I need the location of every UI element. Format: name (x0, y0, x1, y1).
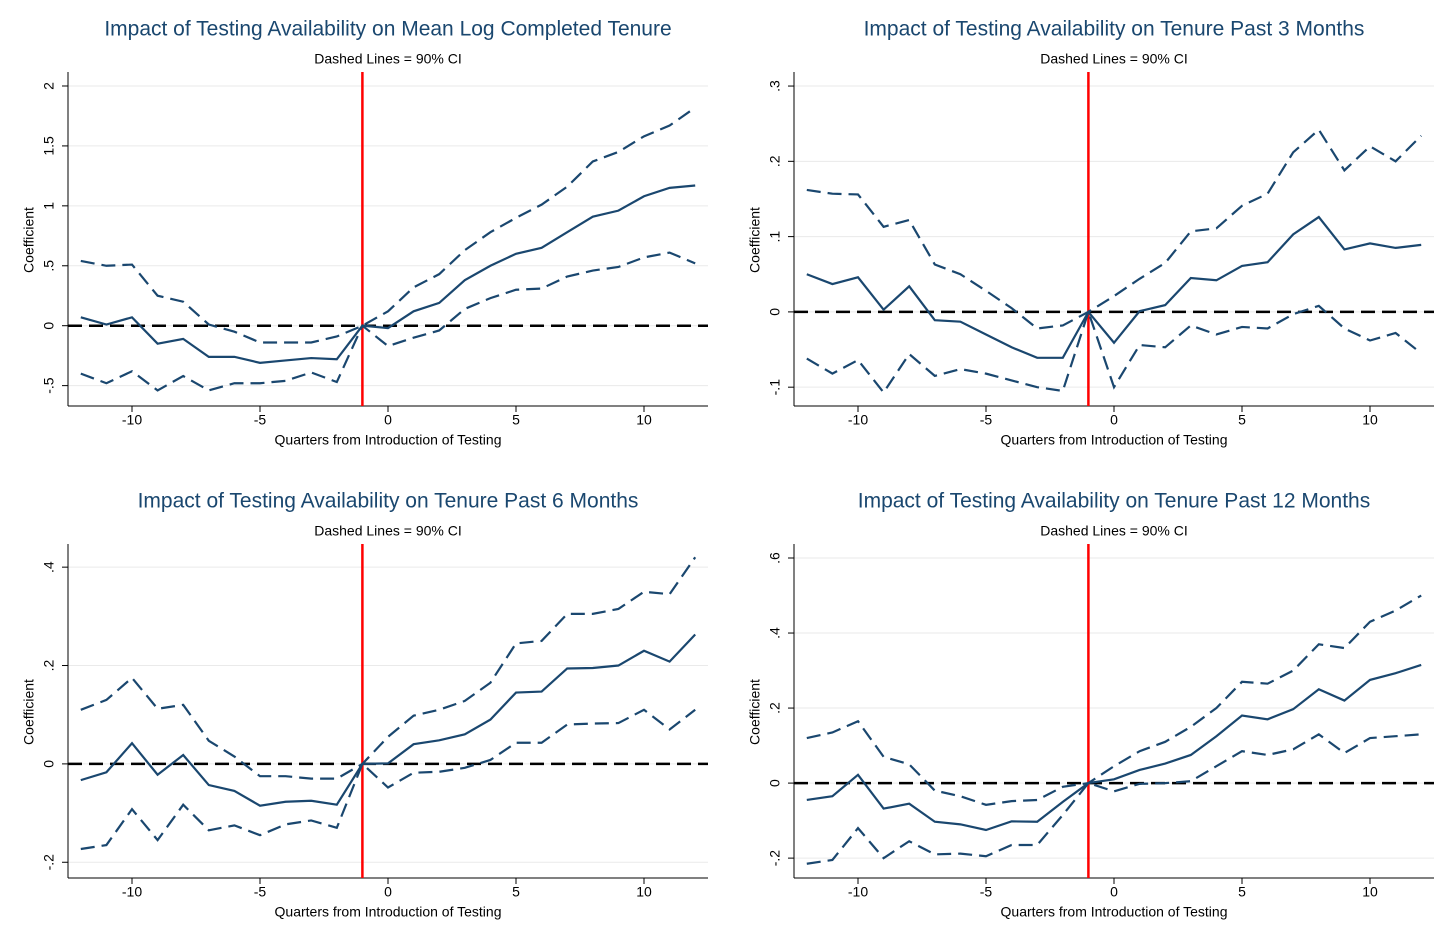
y-tick-label: .3 (767, 80, 783, 92)
coefficient-line (806, 663, 1422, 832)
panel: Impact of Testing Availability on Tenure… (21, 490, 708, 920)
ci-line (80, 251, 696, 392)
subtitle: Dashed Lines = 90% CI (1040, 51, 1187, 67)
y-tick-label: .2 (41, 659, 57, 671)
x-tick-label: -10 (122, 884, 142, 900)
x-tick-label: 5 (1238, 884, 1246, 900)
x-tick-label: -10 (848, 412, 868, 428)
coefficient-line (80, 184, 696, 364)
ci-line (806, 733, 1422, 865)
chart-title: Impact of Testing Availability on Tenure… (138, 490, 639, 513)
subtitle: Dashed Lines = 90% CI (1040, 523, 1187, 539)
subtitle: Dashed Lines = 90% CI (314, 51, 461, 67)
x-tick-label: -5 (254, 412, 267, 428)
x-tick-label: 10 (1362, 884, 1378, 900)
y-tick-label: .1 (767, 231, 783, 243)
x-axis-label: Quarters from Introduction of Testing (1001, 432, 1228, 448)
y-tick-label: 0 (41, 322, 57, 330)
ci-line (80, 556, 697, 780)
y-tick-label: 1.5 (41, 136, 57, 156)
chart-title: Impact of Testing Availability on Mean L… (104, 18, 671, 41)
y-axis-label: Coefficient (21, 207, 37, 273)
y-tick-label: .2 (767, 155, 783, 167)
y-tick-label: 1 (41, 202, 57, 210)
x-tick-label: 5 (512, 412, 520, 428)
x-tick-label: -5 (254, 884, 267, 900)
y-tick-label: .6 (767, 552, 783, 564)
x-tick-label: 10 (1362, 412, 1378, 428)
x-tick-label: 0 (384, 884, 392, 900)
y-axis-label: Coefficient (21, 679, 37, 745)
x-tick-label: -10 (848, 884, 868, 900)
y-tick-label: -.5 (41, 377, 57, 394)
y-tick-label: -.2 (767, 850, 783, 867)
x-tick-label: -5 (980, 884, 993, 900)
y-axis-label: Coefficient (747, 679, 763, 745)
x-axis-label: Quarters from Introduction of Testing (1001, 904, 1228, 920)
x-tick-label: 5 (1238, 412, 1246, 428)
y-axis-label: Coefficient (747, 207, 763, 273)
ci-line (806, 304, 1422, 395)
y-tick-label: 0 (767, 308, 783, 316)
x-tick-label: 0 (384, 412, 392, 428)
y-tick-label: .4 (767, 627, 783, 639)
x-tick-label: 5 (512, 884, 520, 900)
x-tick-label: 10 (636, 412, 652, 428)
x-tick-label: -5 (980, 412, 993, 428)
y-tick-label: .4 (41, 561, 57, 573)
x-tick-label: 0 (1110, 884, 1118, 900)
ci-line (80, 106, 696, 344)
y-tick-label: .5 (41, 260, 57, 272)
panel: Impact of Testing Availability on Tenure… (747, 490, 1434, 920)
x-tick-label: 10 (636, 884, 652, 900)
x-axis-label: Quarters from Introduction of Testing (275, 904, 502, 920)
x-axis-label: Quarters from Introduction of Testing (275, 432, 502, 448)
y-tick-label: -.1 (767, 379, 783, 396)
coefficient-line (806, 215, 1422, 359)
coefficient-line (80, 633, 696, 807)
panel: Impact of Testing Availability on Tenure… (747, 18, 1434, 448)
y-tick-label: -.2 (41, 854, 57, 871)
chart-title: Impact of Testing Availability on Tenure… (864, 18, 1365, 41)
panel: Impact of Testing Availability on Mean L… (21, 18, 708, 448)
y-tick-label: 2 (41, 82, 57, 90)
ci-line (806, 594, 1422, 806)
y-tick-label: 0 (767, 779, 783, 787)
x-tick-label: -10 (122, 412, 142, 428)
x-tick-label: 0 (1110, 412, 1118, 428)
subtitle: Dashed Lines = 90% CI (314, 523, 461, 539)
ci-line (80, 708, 696, 851)
y-tick-label: .2 (767, 702, 783, 714)
y-tick-label: 0 (41, 760, 57, 768)
chart-title: Impact of Testing Availability on Tenure… (858, 490, 1370, 513)
